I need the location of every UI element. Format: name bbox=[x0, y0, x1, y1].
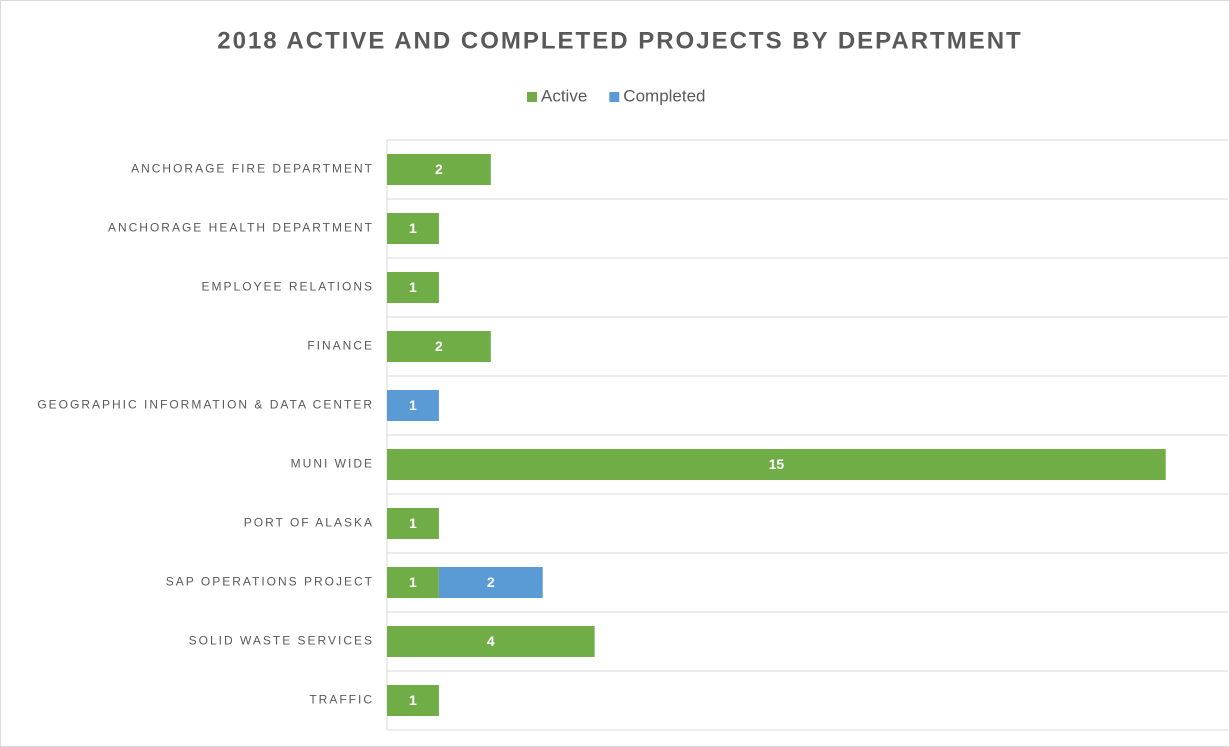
y-tick-label: TRAFFIC bbox=[309, 693, 374, 707]
bar-segment bbox=[387, 331, 491, 362]
data-label: 1 bbox=[409, 279, 417, 295]
y-tick-label: ANCHORAGE FIRE DEPARTMENT bbox=[131, 162, 374, 176]
data-label: 1 bbox=[409, 220, 417, 236]
data-label: 1 bbox=[409, 692, 417, 708]
data-label: 2 bbox=[435, 161, 443, 177]
legend-label: Completed bbox=[623, 86, 705, 105]
legend-swatch bbox=[609, 92, 620, 102]
bar-segment bbox=[387, 449, 1166, 480]
bar-segment bbox=[438, 567, 543, 598]
legend-label: Active bbox=[541, 86, 587, 105]
y-tick-label: MUNI WIDE bbox=[291, 457, 374, 471]
y-tick-label: GEOGRAPHIC INFORMATION & DATA CENTER bbox=[37, 398, 374, 412]
bar-segment bbox=[387, 154, 491, 185]
bar-segment bbox=[387, 272, 439, 303]
legend-swatch bbox=[527, 92, 537, 102]
bar-segment bbox=[387, 685, 439, 716]
data-label: 1 bbox=[409, 515, 417, 531]
data-label: 2 bbox=[435, 338, 443, 354]
y-tick-label: PORT OF ALASKA bbox=[244, 516, 374, 530]
data-label: 1 bbox=[409, 574, 417, 590]
bar-segment bbox=[387, 508, 439, 539]
y-tick-label: EMPLOYEE RELATIONS bbox=[202, 280, 374, 294]
data-label: 15 bbox=[769, 456, 785, 472]
bar-segment bbox=[387, 390, 439, 421]
data-label: 4 bbox=[487, 633, 495, 649]
chart-title: 2018 ACTIVE AND COMPLETED PROJECTS BY DE… bbox=[217, 27, 1022, 54]
bar-segment bbox=[387, 213, 439, 244]
bar-segment bbox=[387, 567, 439, 598]
y-tick-label: SAP OPERATIONS PROJECT bbox=[166, 575, 374, 589]
y-tick-label: FINANCE bbox=[307, 339, 374, 353]
y-tick-label: SOLID WASTE SERVICES bbox=[189, 634, 374, 648]
bar-segment bbox=[387, 626, 595, 657]
data-label: 2 bbox=[487, 574, 495, 590]
y-tick-label: ANCHORAGE HEALTH DEPARTMENT bbox=[108, 221, 374, 235]
data-label: 1 bbox=[409, 397, 417, 413]
